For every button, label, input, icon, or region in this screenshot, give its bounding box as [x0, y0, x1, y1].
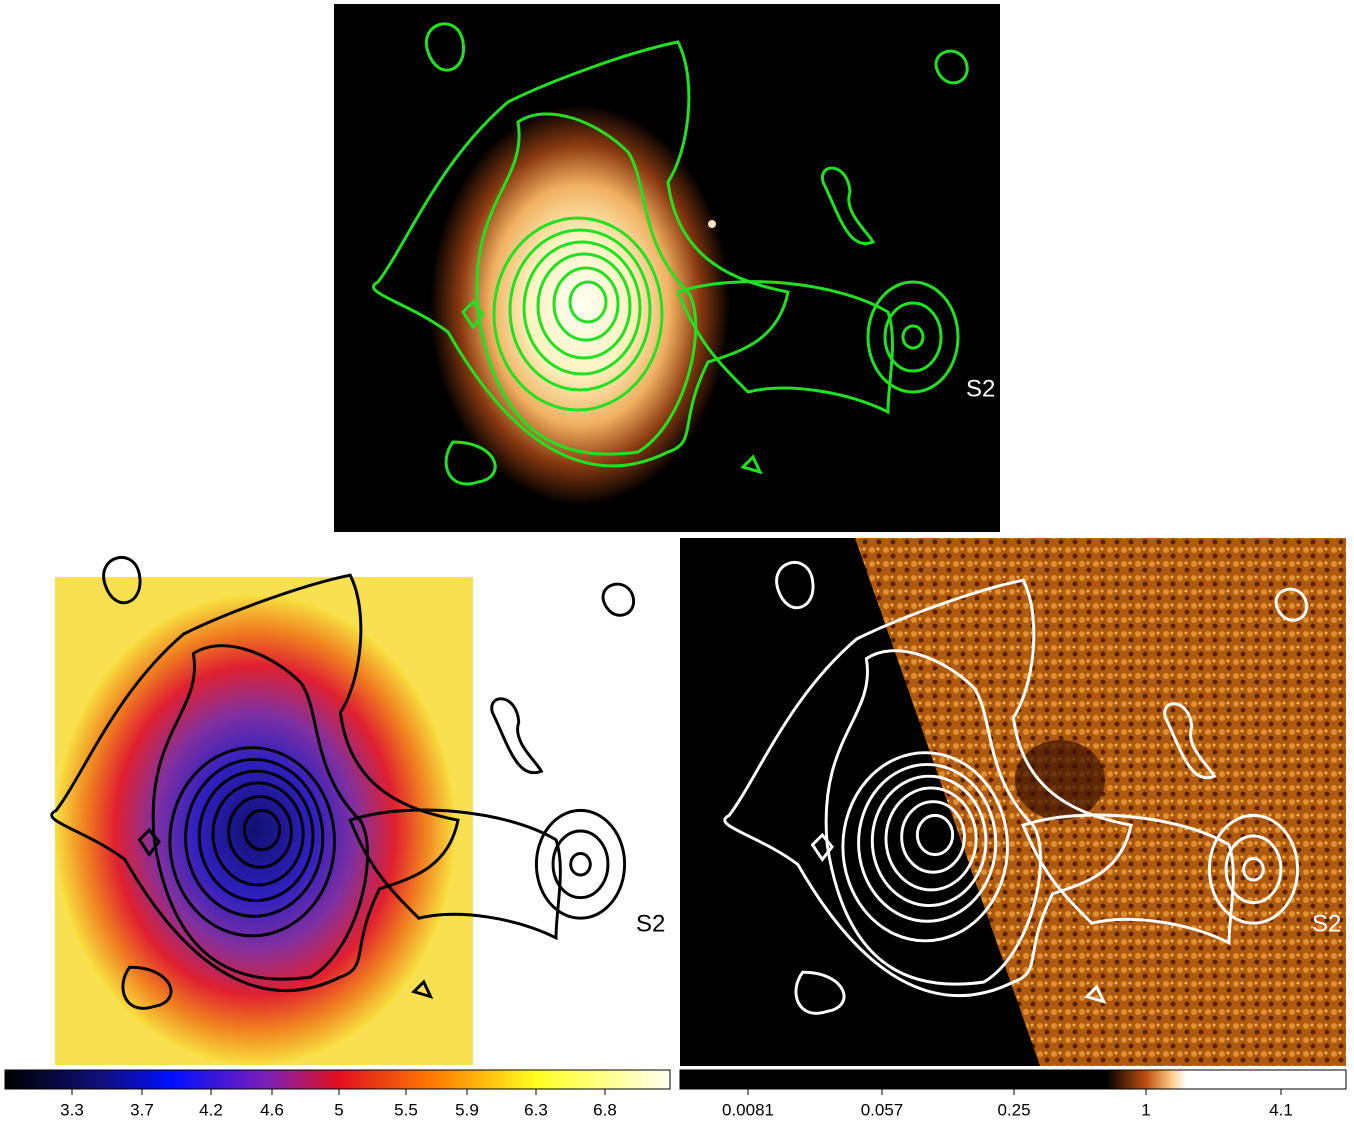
- tick-label: 0.25: [997, 1100, 1030, 1119]
- tick-label: 4.2: [199, 1100, 223, 1119]
- top-panel: S2: [334, 4, 1000, 532]
- bottom-right-panel: S2: [680, 538, 1346, 1089]
- colorbar: [680, 1070, 1346, 1089]
- colorbar: [5, 1070, 670, 1089]
- tick-label: 0.057: [861, 1100, 904, 1119]
- tick-label: 6.8: [593, 1100, 617, 1119]
- tick-label: 5: [334, 1100, 343, 1119]
- bottom-left-panel: S2: [5, 557, 670, 1089]
- source-label: S2: [1312, 910, 1341, 937]
- tick-label: 3.7: [130, 1100, 154, 1119]
- point-source: [708, 220, 716, 228]
- figure: S2 S2 S2 3.3 3.7 4.2 4.6 5 5.5 5.9 6.3 6.8 0.0081…: [0, 0, 1354, 1124]
- page: S2 S2 S2 3.3 3.7 4.2 4.6 5 5.5 5.9 6.3 6.8 0.0081…: [0, 0, 1354, 1124]
- source-label: S2: [636, 910, 665, 937]
- source-label: S2: [966, 375, 995, 402]
- temperature-map: [55, 595, 455, 1065]
- tick-label: 1: [1141, 1100, 1150, 1119]
- tick-label: 0.0081: [722, 1100, 774, 1119]
- tick-label: 5.5: [394, 1100, 418, 1119]
- colorbar-ticks: 3.3 3.7 4.2 4.6 5 5.5 5.9 6.3 6.8 0.0081 0.057 0.25…: [60, 1089, 1293, 1119]
- tick-label: 6.3: [524, 1100, 548, 1119]
- tick-label: 3.3: [60, 1100, 84, 1119]
- tick-label: 4.1: [1269, 1100, 1293, 1119]
- tick-label: 4.6: [260, 1100, 284, 1119]
- tick-label: 5.9: [455, 1100, 479, 1119]
- depression: [1015, 740, 1105, 820]
